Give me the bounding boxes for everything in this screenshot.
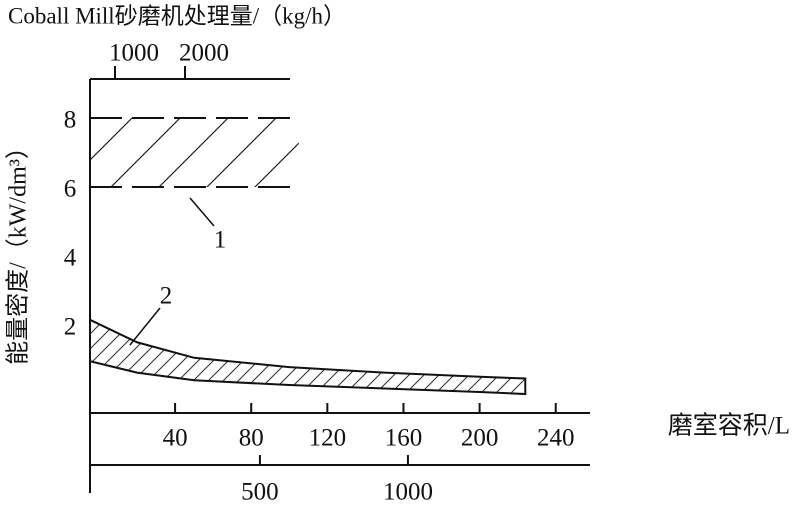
x-axis-label: 磨室容积/L — [668, 412, 790, 440]
x-tick-label: 200 — [461, 425, 499, 452]
band-area — [89, 318, 527, 396]
y-tick-label: 2 — [64, 314, 77, 341]
leader-line — [189, 197, 215, 227]
x-tick-label: 80 — [239, 425, 264, 452]
leader-line — [129, 307, 161, 346]
x-tick-label: 120 — [309, 425, 347, 452]
x-tick-label: 240 — [537, 425, 575, 452]
band-label: 2 — [160, 283, 173, 310]
y-tick-label: 8 — [64, 107, 77, 134]
y-tick-label: 6 — [64, 176, 77, 203]
y-tick-label: 4 — [64, 245, 77, 272]
band-label: 1 — [214, 227, 227, 254]
x3-tick-label: 2000 — [179, 40, 229, 67]
x2-tick-label: 500 — [241, 479, 279, 506]
band-area — [90, 117, 299, 187]
y-axis-label: 能量密度/（kW/dm³） — [5, 135, 32, 365]
x-tick-label: 160 — [385, 425, 423, 452]
x-tick-label: 40 — [163, 425, 188, 452]
x3-tick-label: 1000 — [109, 40, 159, 67]
chart-title: Coball Mill砂磨机处理量/（kg/h） — [8, 3, 346, 28]
x2-tick-label: 1000 — [383, 479, 433, 506]
